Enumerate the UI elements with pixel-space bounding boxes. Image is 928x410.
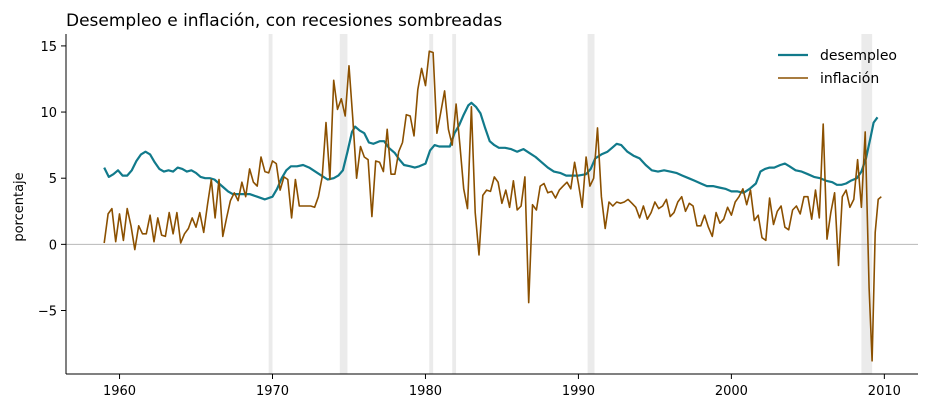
legend-label: desempleo — [820, 48, 897, 64]
y-ticks: −5 0 5 10 15 — [38, 40, 66, 319]
recession-band — [268, 34, 273, 374]
legend: desempleo inflación — [778, 48, 897, 87]
recession-band — [587, 34, 595, 374]
recession-band — [452, 34, 457, 374]
chart-title: Desempleo e inflación, con recesiones so… — [66, 11, 502, 31]
x-ticks: 1960 1970 1980 1990 2000 2010 — [103, 374, 901, 399]
series-layer — [103, 50, 882, 362]
y-tick-label: 0 — [49, 238, 57, 253]
series-line-desempleo — [103, 101, 879, 201]
recession-band — [429, 34, 434, 374]
y-tick-label: 10 — [40, 106, 57, 121]
x-tick-label: 1980 — [409, 384, 442, 399]
recession-bands — [268, 34, 873, 374]
y-axis-label: porcentaje — [12, 172, 27, 241]
y-tick-label: 15 — [40, 40, 57, 55]
x-tick-label: 2010 — [868, 384, 901, 399]
recession-band — [339, 34, 348, 374]
x-tick-label: 2000 — [715, 384, 748, 399]
series-line-inflacion — [103, 50, 882, 362]
y-tick-label: −5 — [38, 304, 57, 319]
x-tick-label: 1990 — [562, 384, 595, 399]
x-tick-label: 1960 — [103, 384, 136, 399]
legend-label: inflación — [820, 71, 879, 87]
x-tick-label: 1970 — [256, 384, 289, 399]
y-tick-label: 5 — [49, 172, 57, 187]
